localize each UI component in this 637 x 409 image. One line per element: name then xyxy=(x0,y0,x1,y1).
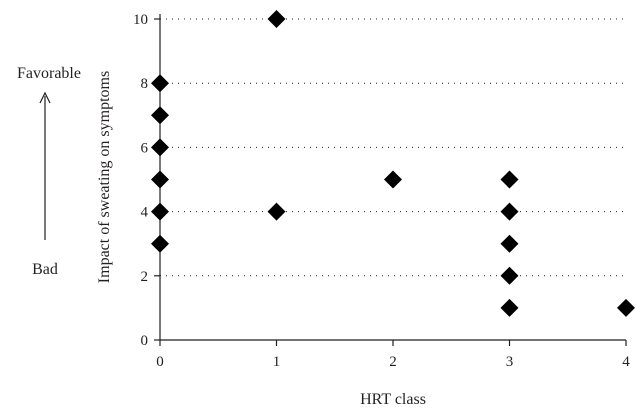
x-tick-label: 3 xyxy=(506,354,514,370)
y-tick-label: 2 xyxy=(141,269,149,285)
x-tick-label: 4 xyxy=(622,354,630,370)
data-point xyxy=(617,298,635,317)
x-tick-label: 1 xyxy=(273,354,281,370)
data-point xyxy=(267,10,286,28)
data-point xyxy=(151,170,169,189)
data-point xyxy=(267,202,286,221)
y-tick-label: 0 xyxy=(141,333,149,349)
y-tick-label: 8 xyxy=(141,76,149,92)
data-point xyxy=(151,138,169,157)
data-points xyxy=(151,10,635,317)
data-point xyxy=(500,298,519,317)
x-axis-label: HRT class xyxy=(360,391,426,408)
data-point xyxy=(500,202,519,221)
y-tick-label: 4 xyxy=(141,205,149,221)
data-point xyxy=(151,234,169,253)
data-point xyxy=(151,74,169,93)
x-tick-label: 0 xyxy=(156,354,164,370)
gridlines xyxy=(160,18,626,277)
data-point xyxy=(151,106,169,125)
up-arrow-icon xyxy=(39,91,51,240)
x-tick-label: 2 xyxy=(389,354,397,370)
data-point xyxy=(384,170,402,189)
data-point xyxy=(500,234,519,253)
annotation-bad: Bad xyxy=(32,261,58,278)
y-tick-label: 10 xyxy=(133,12,148,28)
y-tick-label: 6 xyxy=(141,140,149,156)
data-point xyxy=(151,202,169,221)
y-axis-label: Impact of sweating on symptoms xyxy=(96,71,113,283)
annotation-favorable: Favorable xyxy=(17,65,81,82)
x-ticks: 0 1 2 3 4 xyxy=(156,340,630,370)
data-point xyxy=(500,170,519,189)
data-point xyxy=(500,266,519,285)
